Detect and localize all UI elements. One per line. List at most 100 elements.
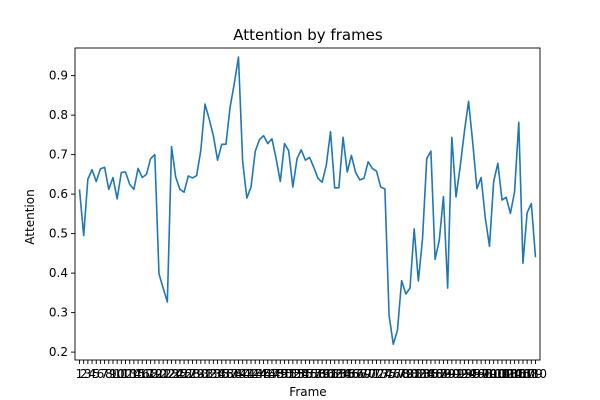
x-tick-label: 50 bbox=[277, 367, 292, 381]
x-tick-label: 79 bbox=[398, 367, 413, 381]
x-tick-label: 43 bbox=[248, 367, 263, 381]
x-tick-label: 97 bbox=[473, 367, 488, 381]
x-tick-label: 76 bbox=[386, 367, 401, 381]
x-tick-label: 81 bbox=[407, 367, 422, 381]
x-tick-label: 22 bbox=[160, 367, 175, 381]
x-tick-label: 87 bbox=[432, 367, 447, 381]
x-tick-label: 25 bbox=[172, 367, 187, 381]
x-tick-label: 80 bbox=[402, 367, 417, 381]
x-tick-label: 33 bbox=[206, 367, 221, 381]
x-tick-label: 105 bbox=[503, 367, 526, 381]
x-tick-label: 77 bbox=[390, 367, 405, 381]
y-tick-label: 0.8 bbox=[49, 108, 68, 122]
x-tick-label: 91 bbox=[448, 367, 463, 381]
x-tick-label: 29 bbox=[189, 367, 204, 381]
x-tick-label: 4 bbox=[88, 367, 96, 381]
x-tick-label: 41 bbox=[239, 367, 254, 381]
x-tick-label: 56 bbox=[302, 367, 317, 381]
x-tick-label: 64 bbox=[335, 367, 350, 381]
x-tick-label: 23 bbox=[164, 367, 179, 381]
x-tick-label: 54 bbox=[294, 367, 309, 381]
x-tick-label: 58 bbox=[310, 367, 325, 381]
x-tick-label: 75 bbox=[381, 367, 396, 381]
x-tick-label: 98 bbox=[478, 367, 493, 381]
x-tick-label: 9 bbox=[109, 367, 117, 381]
x-tick-label: 27 bbox=[181, 367, 196, 381]
x-tick-label: 92 bbox=[453, 367, 468, 381]
y-axis-label: Attention bbox=[23, 189, 37, 244]
x-tick-label: 32 bbox=[202, 367, 217, 381]
x-tick-label: 49 bbox=[273, 367, 288, 381]
x-tick-label: 18 bbox=[143, 367, 158, 381]
x-tick-label: 60 bbox=[319, 367, 334, 381]
x-tick-label: 110 bbox=[524, 367, 547, 381]
x-tick-label: 44 bbox=[252, 367, 267, 381]
x-tick-label: 17 bbox=[139, 367, 154, 381]
x-tick-label: 85 bbox=[423, 367, 438, 381]
y-tick-label: 0.2 bbox=[49, 345, 68, 359]
x-tick-label: 93 bbox=[457, 367, 472, 381]
x-tick-label: 48 bbox=[268, 367, 283, 381]
y-tick-label: 0.7 bbox=[49, 148, 68, 162]
x-tick-label: 20 bbox=[151, 367, 166, 381]
x-tick-label: 100 bbox=[482, 367, 505, 381]
plot-area bbox=[74, 47, 541, 361]
attention-series-line bbox=[78, 56, 537, 345]
x-tick-label: 72 bbox=[369, 367, 384, 381]
x-tick-label: 102 bbox=[491, 367, 514, 381]
x-tick-label: 19 bbox=[147, 367, 162, 381]
x-tick-label: 67 bbox=[348, 367, 363, 381]
x-tick-label: 63 bbox=[331, 367, 346, 381]
x-tick-label: 78 bbox=[394, 367, 409, 381]
x-tick-label: 1 bbox=[76, 367, 84, 381]
x-tick-label: 82 bbox=[411, 367, 426, 381]
x-tick-label: 3 bbox=[84, 367, 92, 381]
x-tick-label: 24 bbox=[168, 367, 183, 381]
x-axis-label: Frame bbox=[289, 385, 326, 399]
x-tick-label: 15 bbox=[130, 367, 145, 381]
x-tick-label: 70 bbox=[361, 367, 376, 381]
x-tick-label: 99 bbox=[482, 367, 497, 381]
x-tick-label: 8 bbox=[105, 367, 113, 381]
y-axis: 0.2 0.3 0.4 0.5 0.6 0.7 0.8 0.9 bbox=[49, 69, 75, 359]
x-tick-label: 69 bbox=[356, 367, 371, 381]
chart-title: Attention by frames bbox=[233, 26, 383, 44]
x-tick-label: 42 bbox=[243, 367, 258, 381]
x-tick-label: 61 bbox=[323, 367, 338, 381]
x-tick-label: 26 bbox=[176, 367, 191, 381]
x-tick-label: 51 bbox=[281, 367, 296, 381]
x-tick-label: 40 bbox=[235, 367, 250, 381]
x-tick-label: 6 bbox=[97, 367, 105, 381]
x-tick-label: 34 bbox=[210, 367, 225, 381]
x-tick-label: 83 bbox=[415, 367, 430, 381]
x-tick-label: 31 bbox=[197, 367, 212, 381]
x-tick-label: 36 bbox=[218, 367, 233, 381]
x-tick-label: 103 bbox=[495, 367, 518, 381]
x-tick-label: 10 bbox=[110, 367, 125, 381]
x-tick-label: 89 bbox=[440, 367, 455, 381]
x-tick-label: 90 bbox=[444, 367, 459, 381]
x-tick-label: 101 bbox=[486, 367, 509, 381]
x-tick-label: 88 bbox=[436, 367, 451, 381]
y-tick-label: 0.3 bbox=[49, 306, 68, 320]
x-tick-label: 57 bbox=[306, 367, 321, 381]
x-tick-label: 59 bbox=[315, 367, 330, 381]
x-tick-label: 2 bbox=[80, 367, 88, 381]
x-tick-label: 96 bbox=[469, 367, 484, 381]
x-tick-label: 55 bbox=[298, 367, 313, 381]
x-tick-label: 104 bbox=[499, 367, 522, 381]
x-tick-label: 73 bbox=[373, 367, 388, 381]
x-tick-label: 38 bbox=[227, 367, 242, 381]
x-tick-label: 16 bbox=[135, 367, 150, 381]
x-axis: 1234567891011121314151617181920212223242… bbox=[76, 360, 547, 381]
y-tick-label: 0.6 bbox=[49, 187, 68, 201]
axes-frame bbox=[74, 47, 541, 361]
x-tick-label: 46 bbox=[260, 367, 275, 381]
x-tick-label: 86 bbox=[427, 367, 442, 381]
y-tick-label: 0.5 bbox=[49, 227, 68, 241]
x-tick-label: 11 bbox=[114, 367, 129, 381]
x-tick-label: 52 bbox=[285, 367, 300, 381]
x-tick-label: 84 bbox=[419, 367, 434, 381]
x-tick-label: 12 bbox=[118, 367, 133, 381]
x-tick-label: 109 bbox=[520, 367, 543, 381]
